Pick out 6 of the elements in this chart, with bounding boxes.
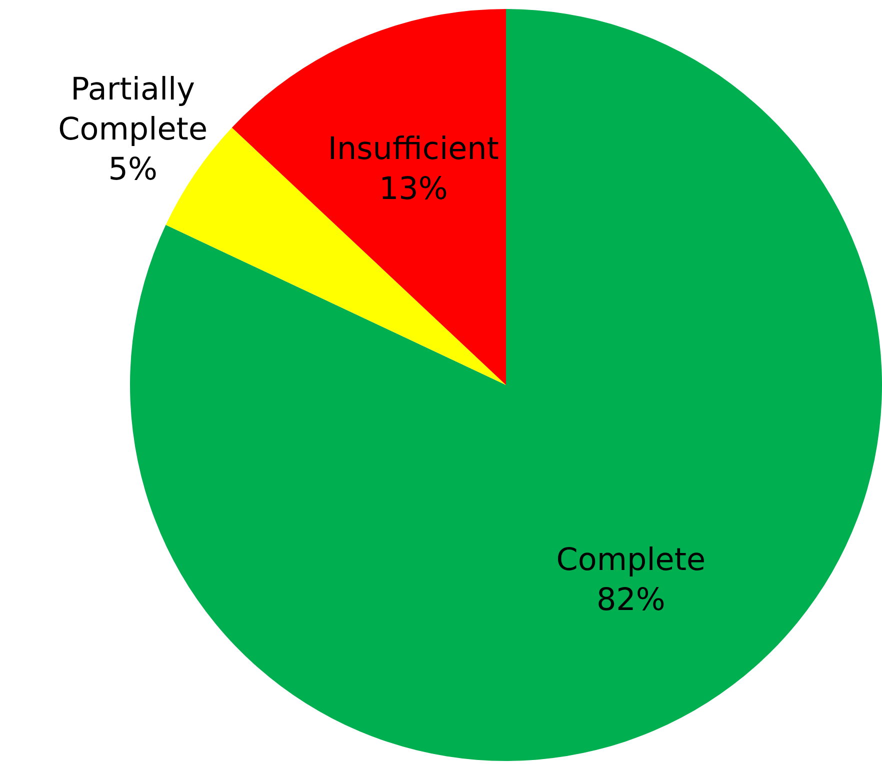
data-label: 13% (378, 171, 448, 208)
slice-label: Complete (556, 542, 706, 578)
slice-label: Insufficient (328, 131, 499, 168)
slice-label: Partially Complete (58, 71, 208, 148)
data-label: 5% (108, 151, 158, 188)
data-label: 82% (596, 582, 666, 618)
